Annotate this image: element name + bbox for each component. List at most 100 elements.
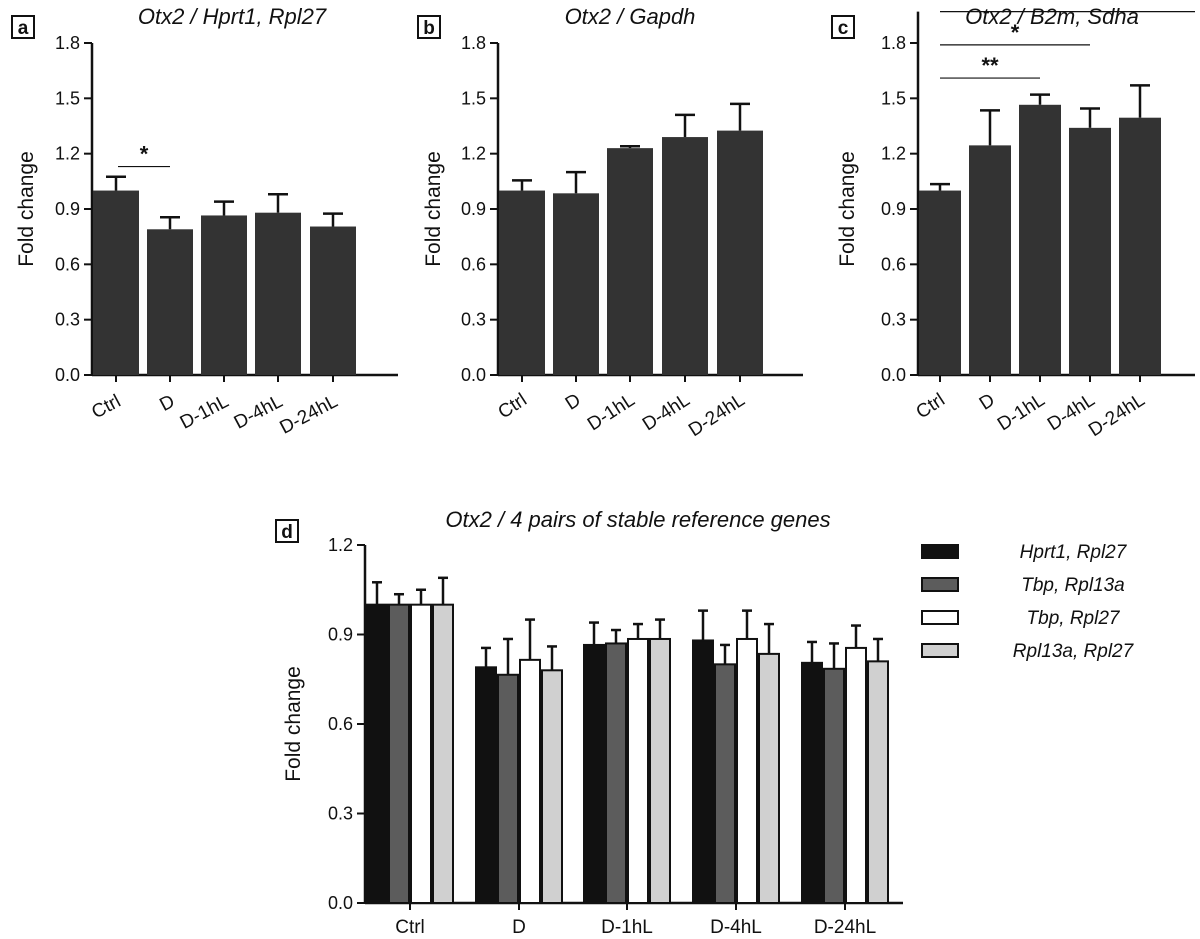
y-tick-label: 0.9 [881,199,906,219]
y-tick-label: 1.8 [55,33,80,53]
y-tick-label: 1.2 [328,535,353,555]
bar [627,637,649,904]
y-axis-title: Fold change [836,151,859,267]
bar [867,660,889,904]
bar [432,603,454,905]
y-tick-label: 1.5 [461,88,486,108]
x-tick-label: D-1hL [994,390,1049,436]
y-tick-label: 1.2 [881,144,906,164]
bar [388,603,410,905]
legend-label: Hprt1, Rpl27 [1020,542,1128,563]
x-tick-label: D-4hL [231,391,287,434]
bar [366,603,388,905]
bar [919,190,961,375]
x-tick-label: Ctrl [494,390,530,424]
y-tick-label: 0.9 [55,199,80,219]
bar [541,669,563,904]
chart-title: Otx2 / B2m, Sdha [965,4,1139,29]
legend-swatch [921,643,959,658]
x-tick-label: Ctrl [88,391,124,423]
x-tick-label: D-24hL [276,391,341,439]
bar [519,658,541,904]
bar [823,667,845,905]
panel-c: c Otx2 / B2m, Sdha Fold change 0.0 0.3 0.6 0.9… [831,0,1195,442]
x-tick-label: D-1hL [584,390,639,436]
bar [410,603,432,905]
bar [845,646,867,904]
legend-swatch [921,610,959,625]
significance-label: ** [981,53,999,78]
x-tick-label: D-4hL [639,390,694,436]
y-tick-label: 1.5 [881,88,906,108]
bar [758,652,780,904]
x-tick-label: D-1hL [601,917,653,938]
bar [714,663,736,904]
bar [649,637,671,904]
bar [607,148,653,375]
x-tick-label: D [156,391,178,416]
legend-swatch [921,544,959,559]
bar [1119,117,1161,375]
y-tick-label: 0.3 [55,310,80,330]
y-tick-label: 0.3 [461,310,486,330]
bar [475,666,497,904]
panel-d: d Otx2 / 4 pairs of stable reference gene… [275,507,1135,938]
x-tick-label: D-1hL [177,391,233,434]
y-tick-label: 0.9 [328,625,353,645]
bar [201,215,247,375]
x-tick-label: D [562,390,585,415]
bar [583,643,605,904]
bar [662,137,708,375]
panel-b: b Otx2 / Gapdh Fold change 0.0 0.3 0.6 0.9 1.2 1… [417,4,803,442]
panel-letter-box [275,519,299,543]
panel-a: a Otx2 / Hprt1, Rpl27 Fold change 0.0 0.3 0.6… [11,4,398,439]
panel-letter: d [281,522,293,543]
bar [499,190,545,375]
y-tick-label: 0.0 [328,893,353,913]
chart-title: Otx2 / Hprt1, Rpl27 [138,4,327,29]
y-axis-title: Fold change [15,151,38,267]
x-tick-label: D-24hL [814,917,876,938]
panel-letter: a [18,18,29,39]
x-tick-label: D-24hL [1085,390,1149,442]
y-tick-label: 0.0 [461,365,486,385]
x-tick-label: Ctrl [395,917,425,938]
legend-label: Tbp, Rpl13a [1021,575,1125,596]
y-tick-label: 0.0 [55,365,80,385]
bar [736,637,758,904]
y-axis-title: Fold change [282,666,305,782]
y-tick-label: 1.5 [55,88,80,108]
panel-letter-box [11,15,35,39]
x-tick-label: Ctrl [912,390,948,424]
y-tick-label: 1.8 [461,33,486,53]
x-tick-label: D [512,917,526,938]
bar [692,639,714,904]
bar [255,212,301,375]
significance-label: * [1011,20,1020,45]
y-tick-label: 0.3 [881,310,906,330]
bar [147,229,193,375]
bar [1069,127,1111,375]
bar [801,661,823,905]
bar [605,642,627,904]
x-tick-label: D-24hL [685,390,749,442]
bar [717,130,763,375]
legend-label: Rpl13a, Rpl27 [1013,641,1135,662]
bar [93,190,139,375]
significance-label: * [1063,0,1072,12]
y-tick-label: 1.8 [881,33,906,53]
y-tick-label: 0.6 [328,714,353,734]
y-tick-label: 0.0 [881,365,906,385]
y-tick-label: 0.6 [461,254,486,274]
bar [310,226,356,375]
y-tick-label: 0.6 [881,254,906,274]
y-axis-title: Fold change [422,151,445,267]
y-tick-label: 0.6 [55,254,80,274]
x-tick-label: D-4hL [710,917,762,938]
panel-letter-box [417,15,441,39]
panel-letter-box [831,15,855,39]
y-tick-label: 0.3 [328,804,353,824]
legend-label: Tbp, Rpl27 [1027,608,1121,629]
panel-letter: b [423,18,435,39]
